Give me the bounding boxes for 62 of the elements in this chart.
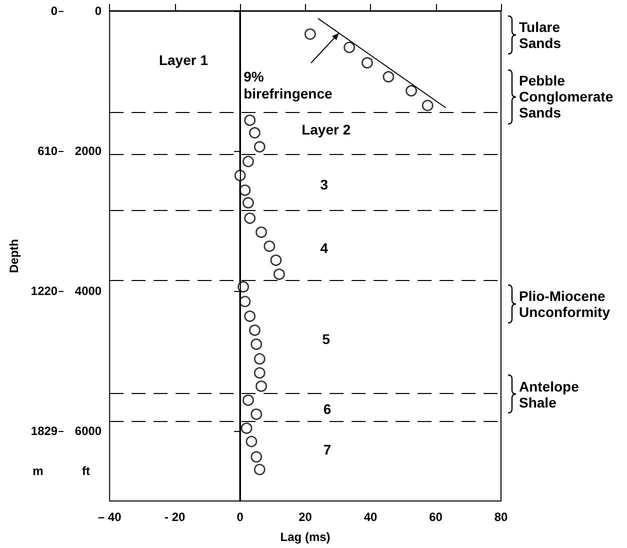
point <box>239 184 251 196</box>
x-tick-label: 40 <box>364 510 378 524</box>
y-tick-label: 2000 <box>74 144 102 158</box>
annotation: 7 <box>323 441 332 458</box>
point <box>264 240 276 252</box>
x-tick-label: - 20 <box>164 510 186 524</box>
annotation: Layer 1 <box>158 52 208 68</box>
point <box>270 254 282 266</box>
x-tick-label: 60 <box>429 510 443 524</box>
point <box>244 212 256 224</box>
annotation: Layer 2 <box>302 122 351 138</box>
point <box>344 42 356 54</box>
point <box>254 353 266 365</box>
y2-axis-title: Depth <box>7 239 21 273</box>
text: Tulare Sands <box>519 19 562 52</box>
point <box>242 156 254 168</box>
point <box>244 114 256 126</box>
point <box>254 464 266 476</box>
point <box>254 367 266 379</box>
annotation: 4 <box>320 240 328 256</box>
annotation: 9% birefringence <box>244 68 332 102</box>
x-tick-label: – 40 <box>98 510 122 524</box>
point <box>254 141 266 152</box>
point <box>274 268 285 280</box>
y2-tick-label: 1829 <box>30 424 58 438</box>
point <box>242 394 254 406</box>
annotation: 5 <box>322 331 330 348</box>
x-tick-label: 80 <box>494 510 508 524</box>
point <box>382 71 394 82</box>
y2-tick-label: 0 <box>50 4 58 18</box>
point <box>249 127 260 138</box>
text: ft <box>82 464 90 478</box>
point <box>239 296 251 308</box>
point <box>250 338 262 350</box>
x-axis-title: Lag (ms) <box>280 530 330 544</box>
y-tick-label: 6000 <box>74 424 102 438</box>
point <box>256 226 267 238</box>
point <box>246 436 258 448</box>
point <box>304 28 316 40</box>
point <box>242 197 254 208</box>
point <box>256 380 267 392</box>
x-tick-label: 20 <box>298 510 312 524</box>
annotation: 6 <box>323 401 332 418</box>
point <box>422 100 434 112</box>
point <box>244 310 256 322</box>
y-tick-label: 0 <box>94 4 102 18</box>
point <box>238 281 250 292</box>
text: Antelope Shale <box>519 378 580 410</box>
y2-tick-label: 610 <box>38 144 58 158</box>
text: m <box>32 464 44 478</box>
y-tick-label: 4000 <box>74 284 102 298</box>
point <box>240 422 252 434</box>
point <box>249 324 260 336</box>
point <box>250 451 262 463</box>
point <box>406 85 418 96</box>
point <box>250 408 262 420</box>
x-tick-label: 0 <box>236 510 244 524</box>
point <box>362 57 373 68</box>
annotation: 3 <box>320 176 328 193</box>
y2-tick-label: 1220 <box>30 284 58 298</box>
text: Pebble Conglomerate Sands <box>519 72 614 121</box>
text: Plio-Miocene Unconformity <box>519 288 610 320</box>
